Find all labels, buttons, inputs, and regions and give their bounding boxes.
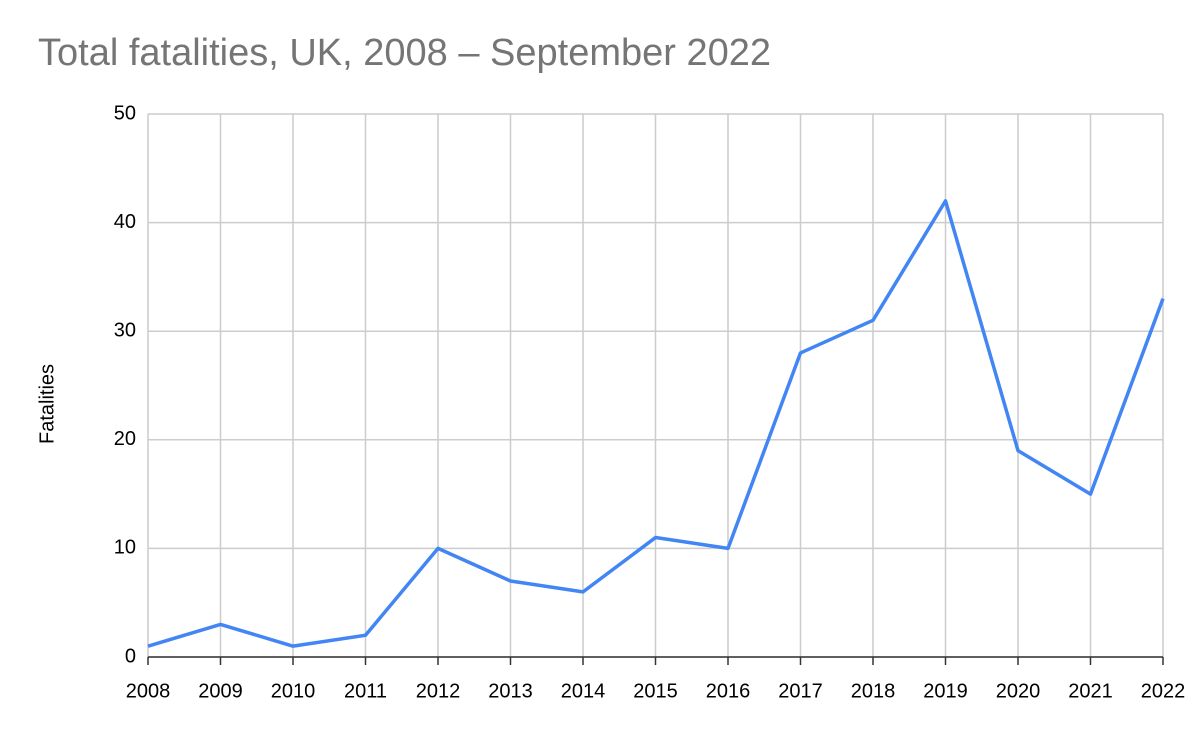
x-tick-label: 2020 [996, 680, 1041, 702]
y-tick-label: 10 [114, 537, 136, 559]
x-tick-label: 2022 [1141, 680, 1186, 702]
y-axis-label: Fatalities [36, 364, 58, 444]
x-tick-label: 2012 [416, 680, 461, 702]
x-tick-label: 2018 [851, 680, 896, 702]
x-tick-label: 2015 [633, 680, 678, 702]
x-tick-label: 2014 [561, 680, 606, 702]
data-line [147, 199, 1165, 648]
y-tick-label: 30 [114, 319, 136, 341]
x-tick-label: 2008 [126, 680, 171, 702]
x-tick-label: 2010 [271, 680, 316, 702]
x-tick-label: 2019 [923, 680, 968, 702]
y-tick-label: 40 [114, 211, 136, 233]
x-tick-label: 2011 [344, 680, 387, 702]
y-tick-label: 50 [114, 102, 136, 124]
x-tick-label: 2016 [706, 680, 751, 702]
y-tick-label: 20 [114, 428, 136, 450]
chart-title: Total fatalities, UK, 2008 – September 2… [38, 32, 771, 74]
x-tick-label: 2021 [1068, 680, 1113, 702]
x-tick-label: 2013 [488, 680, 533, 702]
y-tick-label: 0 [125, 645, 136, 667]
x-tick-label: 2009 [198, 680, 243, 702]
x-tick-label: 2017 [778, 680, 823, 702]
